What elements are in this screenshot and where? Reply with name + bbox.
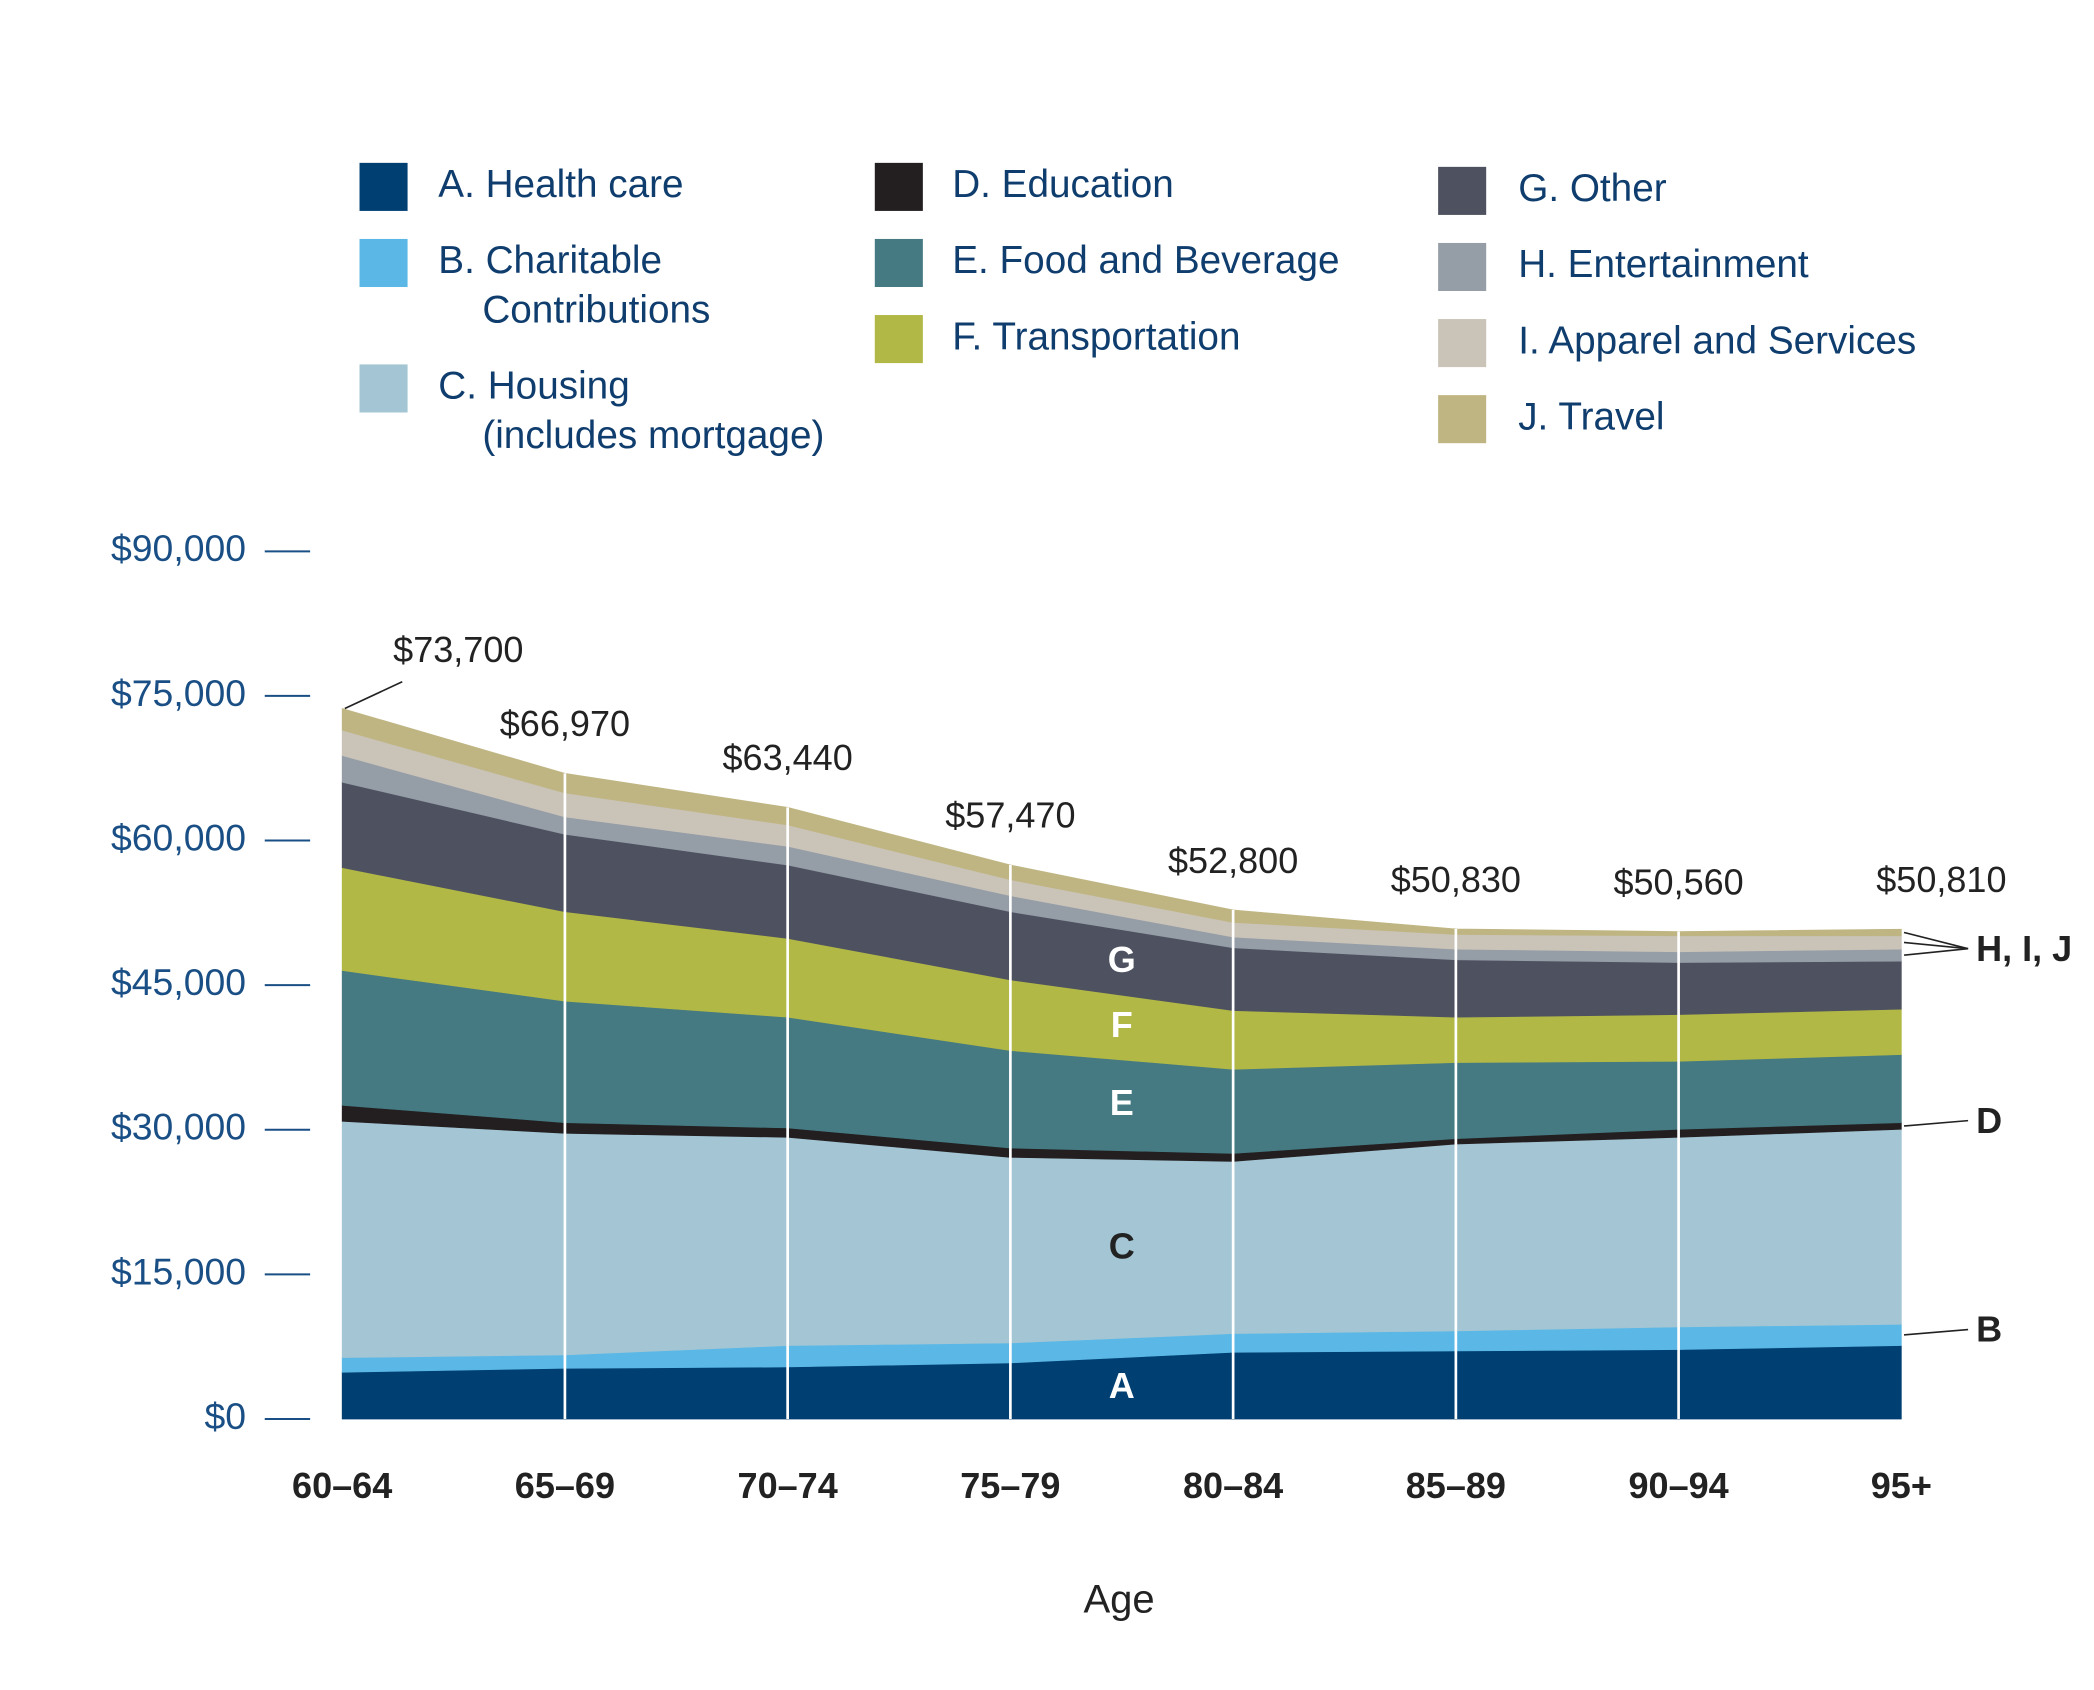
area-letter: E — [1110, 1082, 1134, 1123]
x-tick-label: 90–94 — [1629, 1465, 1729, 1506]
x-tick-label: 75–79 — [960, 1465, 1060, 1506]
total-label: $63,440 — [723, 737, 853, 778]
legend-label: G. Other — [1518, 167, 1667, 210]
total-label: $73,700 — [393, 629, 523, 670]
x-tick-label: 95+ — [1871, 1465, 1932, 1506]
x-tick-label: 65–69 — [515, 1465, 615, 1506]
legend-swatch — [1438, 242, 1487, 292]
legend-swatch — [1438, 395, 1487, 444]
total-label: $50,810 — [1876, 859, 2006, 900]
callout-line — [1903, 1328, 1969, 1336]
y-tick-label: $45,000 — [111, 961, 246, 1003]
callout-label: H, I, J — [1976, 928, 2072, 969]
callout-label: B — [1976, 1309, 2002, 1350]
legend-label: B. Charitable Contributions — [438, 239, 710, 331]
legend-swatch — [359, 364, 408, 413]
total-label: $66,970 — [500, 703, 630, 744]
legend-label: C. Housing (includes mortgage) — [438, 365, 824, 457]
legend-label: D. Education — [952, 163, 1174, 206]
area — [341, 708, 1902, 937]
callout-line — [1903, 941, 1969, 950]
legend-swatch — [874, 162, 923, 211]
y-tick-label: $90,000 — [111, 527, 246, 569]
y-tick-label: $30,000 — [111, 1106, 246, 1148]
legend-swatch — [359, 238, 408, 288]
area-letter: C — [1109, 1225, 1135, 1266]
x-axis-title: Age — [1083, 1577, 1154, 1621]
legend-swatch — [359, 162, 408, 211]
total-label: $52,800 — [1168, 840, 1298, 881]
legend-swatch — [874, 238, 923, 288]
callout-line — [1903, 947, 1969, 956]
legend-label: F. Transportation — [952, 315, 1240, 358]
legend-label: J. Travel — [1518, 395, 1664, 438]
y-tick-label: $75,000 — [111, 672, 246, 714]
x-tick-label: 85–89 — [1406, 1465, 1506, 1506]
legend-label: A. Health care — [438, 163, 683, 206]
x-tick-label: 80–84 — [1183, 1465, 1283, 1506]
total-label: $50,830 — [1391, 859, 1521, 900]
x-tick-label: 60–64 — [292, 1465, 392, 1506]
total-label: $50,560 — [1613, 861, 1743, 902]
legend-label: E. Food and Beverage — [952, 239, 1339, 282]
y-tick-label: $60,000 — [111, 816, 246, 858]
y-tick-label: $0 — [204, 1395, 246, 1437]
area-letter: A — [1109, 1365, 1135, 1406]
x-tick-label: 70–74 — [738, 1465, 838, 1506]
area-letter: F — [1111, 1004, 1133, 1045]
legend-label: I. Apparel and Services — [1518, 319, 1916, 362]
callout-line — [1903, 1119, 1969, 1127]
legend-swatch — [1438, 166, 1487, 215]
legend-label: H. Entertainment — [1518, 243, 1809, 286]
total-label: $57,470 — [945, 795, 1075, 836]
legend-swatch — [874, 315, 923, 364]
area-letter: G — [1108, 939, 1136, 980]
legend-swatch — [1438, 319, 1487, 368]
leader-line — [344, 681, 403, 710]
callout-line — [1903, 931, 1969, 950]
callout-label: D — [1976, 1100, 2002, 1141]
y-tick-label: $15,000 — [111, 1250, 246, 1292]
